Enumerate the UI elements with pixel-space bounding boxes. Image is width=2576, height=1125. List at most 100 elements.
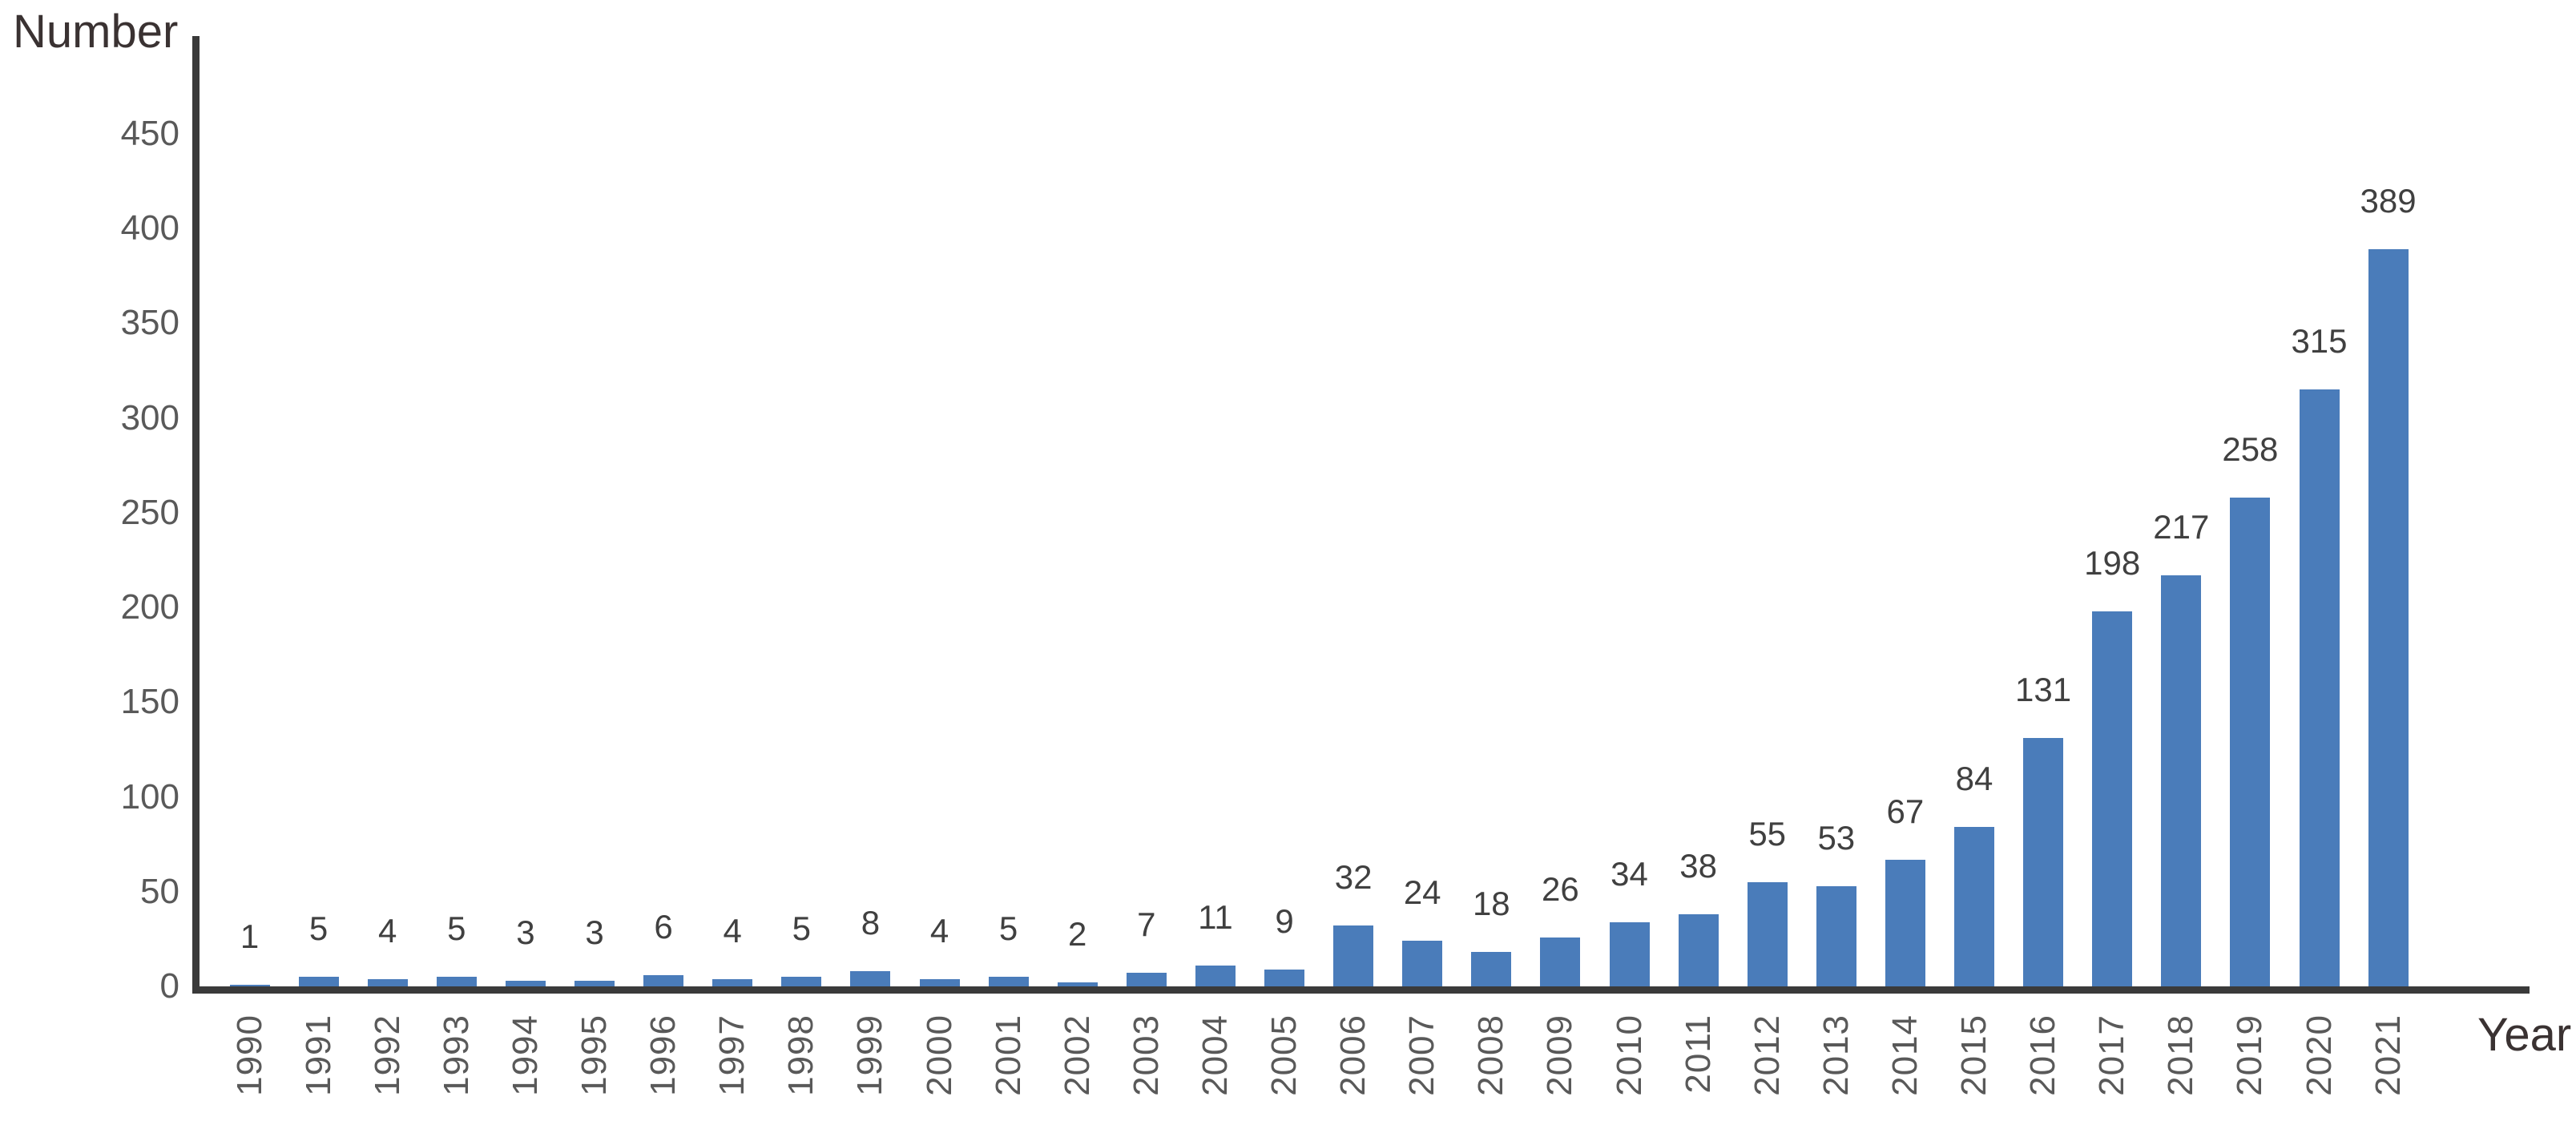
bar-2020 xyxy=(2299,389,2340,986)
bar-1992 xyxy=(367,978,408,986)
y-tick-label: 400 xyxy=(120,208,179,248)
x-tick-label: 2011 xyxy=(1678,1014,1718,1094)
bar-value-label: 6 xyxy=(654,907,673,946)
bar-value-label: 3 xyxy=(585,913,604,951)
x-tick-label: 2005 xyxy=(1264,1014,1304,1096)
x-tick-label: 1993 xyxy=(436,1014,476,1096)
x-tick-label: 2013 xyxy=(1816,1014,1856,1096)
y-tick-label: 450 xyxy=(120,114,179,153)
x-tick-label: 2021 xyxy=(2368,1014,2408,1096)
y-axis-title: Number xyxy=(13,6,179,58)
bar-2014 xyxy=(1885,859,1925,986)
y-axis-line xyxy=(192,36,200,994)
x-tick-label: 1996 xyxy=(643,1014,683,1096)
bar-value-label: 18 xyxy=(1472,885,1510,923)
x-tick-label: 2006 xyxy=(1333,1014,1373,1096)
x-tick-label: 2019 xyxy=(2230,1014,2270,1096)
bar-1997 xyxy=(712,978,753,986)
bar-value-label: 1 xyxy=(240,917,260,955)
x-tick-label: 2017 xyxy=(2092,1014,2132,1096)
x-tick-label: 1995 xyxy=(574,1014,614,1096)
bar-value-label: 389 xyxy=(2360,182,2417,220)
x-tick-label: 1997 xyxy=(712,1014,752,1096)
bar-value-label: 53 xyxy=(1817,818,1856,857)
bar-1995 xyxy=(574,980,615,986)
bar-2002 xyxy=(1057,982,1098,986)
x-tick-label: 1994 xyxy=(505,1014,545,1096)
x-tick-label: 1999 xyxy=(850,1014,890,1096)
bar-2013 xyxy=(1816,885,1856,986)
bar-2012 xyxy=(1747,881,1788,986)
bar-value-label: 9 xyxy=(1275,901,1294,940)
bar-1994 xyxy=(505,980,546,986)
bar-value-label: 7 xyxy=(1137,905,1156,944)
bar-1990 xyxy=(229,984,270,986)
x-tick-label: 1992 xyxy=(367,1014,407,1096)
bar-2004 xyxy=(1195,965,1236,986)
bar-value-label: 55 xyxy=(1748,814,1787,853)
x-tick-label: 1998 xyxy=(781,1014,821,1096)
bar-value-label: 2 xyxy=(1068,915,1087,954)
bar-value-label: 5 xyxy=(998,909,1018,948)
x-tick-label: 2007 xyxy=(1402,1014,1442,1096)
bar-value-label: 38 xyxy=(1679,847,1717,885)
bar-2008 xyxy=(1471,952,1512,986)
bar-2015 xyxy=(1954,827,1994,986)
x-axis-title: Year xyxy=(2477,1009,2572,1061)
bar-2007 xyxy=(1402,941,1443,986)
x-axis-line xyxy=(192,986,2530,994)
bar-1991 xyxy=(298,977,339,986)
y-tick-label: 350 xyxy=(120,303,179,343)
y-tick-label: 150 xyxy=(120,682,179,722)
bar-1993 xyxy=(436,977,477,986)
bar-2006 xyxy=(1333,925,1374,986)
bar-2001 xyxy=(988,977,1029,986)
bar-2000 xyxy=(919,978,960,986)
bar-value-label: 24 xyxy=(1403,873,1441,912)
x-tick-label: 2018 xyxy=(2161,1014,2201,1096)
x-tick-label: 1991 xyxy=(298,1014,338,1096)
x-tick-label: 2003 xyxy=(1126,1014,1166,1096)
x-tick-label: 2012 xyxy=(1747,1014,1787,1096)
bar-2019 xyxy=(2230,497,2271,986)
x-tick-label: 2000 xyxy=(919,1014,959,1096)
x-tick-label: 2002 xyxy=(1057,1014,1097,1096)
bar-2016 xyxy=(2023,738,2064,986)
y-tick-label: 50 xyxy=(140,871,179,911)
bar-value-label: 3 xyxy=(516,913,535,951)
x-tick-label: 2009 xyxy=(1540,1014,1580,1096)
bar-value-label: 84 xyxy=(1955,760,1993,798)
bar-1999 xyxy=(850,971,891,986)
bar-2018 xyxy=(2161,575,2202,986)
x-tick-label: 2004 xyxy=(1195,1014,1235,1096)
bar-value-label: 67 xyxy=(1886,792,1925,830)
bar-value-label: 5 xyxy=(447,909,466,948)
bar-2010 xyxy=(1609,921,1650,986)
x-tick-label: 2015 xyxy=(1954,1014,1993,1096)
x-tick-label: 2016 xyxy=(2023,1014,2063,1096)
bar-2003 xyxy=(1126,973,1167,986)
y-tick-label: 0 xyxy=(159,966,179,1006)
bar-value-label: 4 xyxy=(723,911,742,950)
y-tick-label: 300 xyxy=(120,397,179,438)
y-tick-label: 100 xyxy=(120,776,179,817)
y-tick-label: 200 xyxy=(120,587,179,627)
x-tick-label: 2014 xyxy=(1885,1014,1925,1096)
bar-value-label: 131 xyxy=(2015,671,2072,709)
bar-1996 xyxy=(643,974,684,986)
y-tick-label: 250 xyxy=(120,492,179,532)
bar-value-label: 26 xyxy=(1542,869,1579,908)
bar-2005 xyxy=(1264,969,1304,986)
bar-value-label: 258 xyxy=(2222,429,2279,468)
bar-value-label: 315 xyxy=(2291,322,2348,361)
bar-2021 xyxy=(2368,249,2409,986)
bar-2009 xyxy=(1540,937,1581,986)
bar-2017 xyxy=(2092,611,2133,986)
x-tick-label: 2001 xyxy=(988,1014,1028,1096)
bar-value-label: 8 xyxy=(861,904,881,942)
bar-value-label: 198 xyxy=(2084,543,2141,582)
bar-value-label: 34 xyxy=(1611,854,1648,893)
bar-2011 xyxy=(1678,914,1719,986)
x-tick-label: 2020 xyxy=(2299,1014,2339,1096)
